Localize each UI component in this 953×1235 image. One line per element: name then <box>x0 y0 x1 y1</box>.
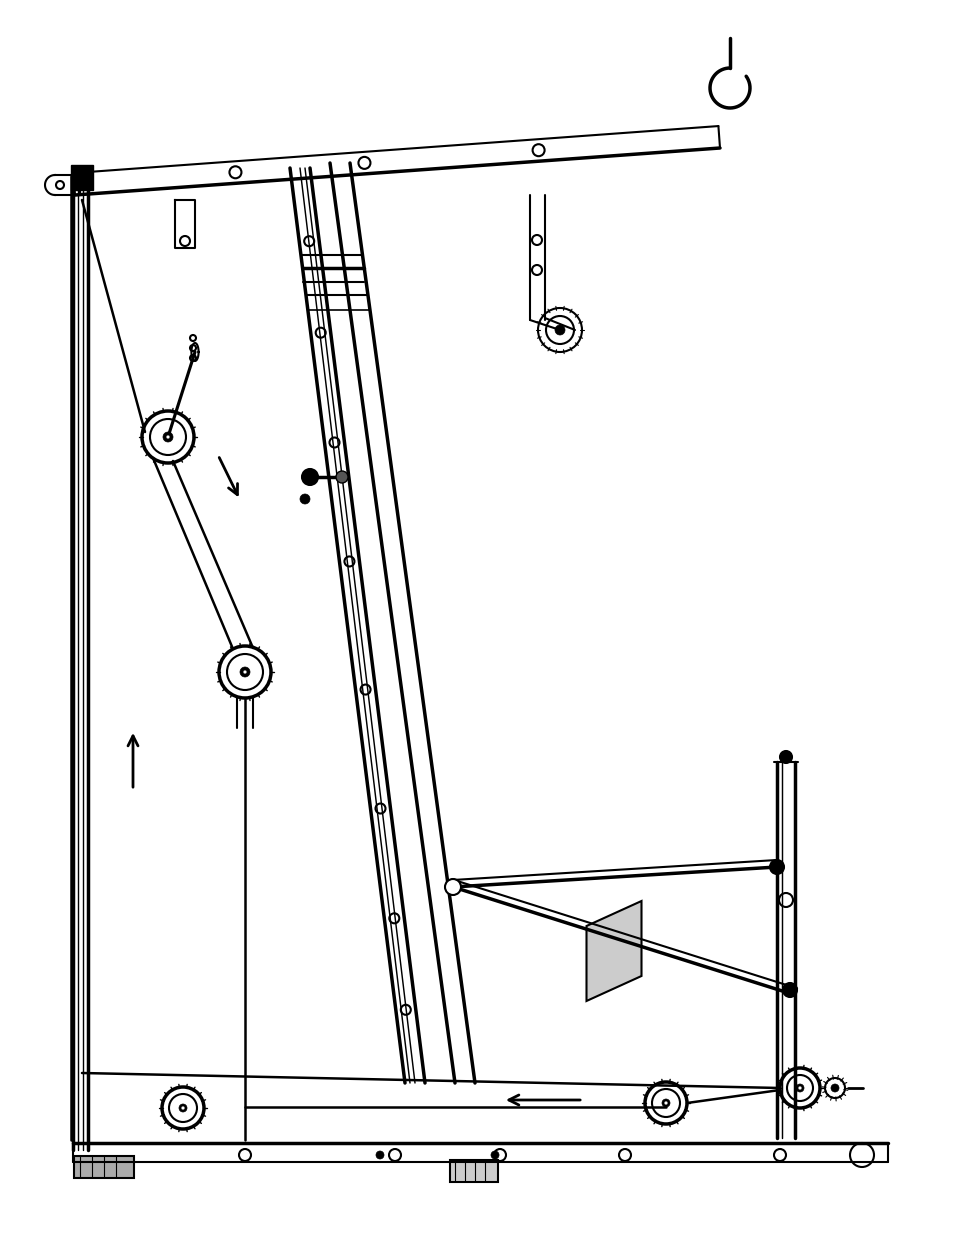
Polygon shape <box>586 902 640 1002</box>
Circle shape <box>780 751 791 763</box>
Bar <box>71 165 92 190</box>
Circle shape <box>830 1084 838 1092</box>
Circle shape <box>166 435 170 438</box>
Circle shape <box>302 469 317 485</box>
Circle shape <box>335 471 348 483</box>
Circle shape <box>243 671 247 674</box>
Circle shape <box>795 1084 803 1092</box>
Circle shape <box>769 860 783 874</box>
Circle shape <box>181 1107 185 1110</box>
Bar <box>74 1156 133 1178</box>
Circle shape <box>163 432 172 442</box>
Circle shape <box>661 1099 669 1107</box>
Circle shape <box>782 983 796 997</box>
Circle shape <box>663 1100 667 1105</box>
Circle shape <box>444 879 460 895</box>
Circle shape <box>555 325 564 335</box>
Bar <box>450 1160 497 1182</box>
Circle shape <box>375 1151 384 1158</box>
Circle shape <box>179 1104 187 1112</box>
Circle shape <box>491 1151 498 1158</box>
Circle shape <box>797 1086 801 1091</box>
Circle shape <box>240 667 250 677</box>
Circle shape <box>299 494 310 504</box>
